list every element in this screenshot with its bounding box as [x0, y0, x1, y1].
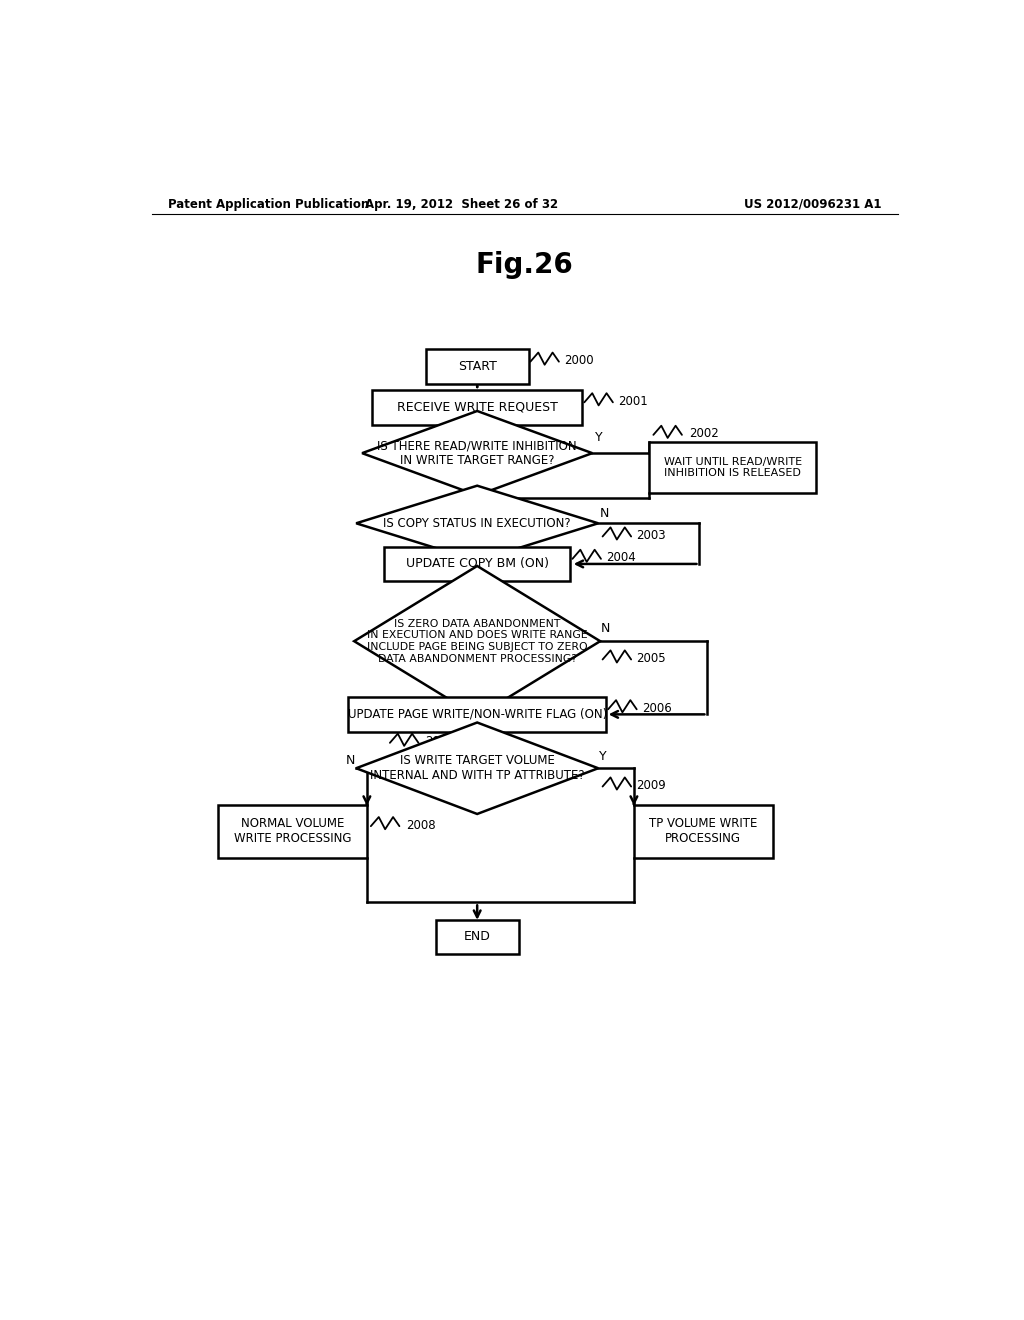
Polygon shape — [354, 566, 600, 717]
Text: US 2012/0096231 A1: US 2012/0096231 A1 — [744, 198, 882, 211]
Text: N: N — [599, 507, 609, 520]
Text: IS ZERO DATA ABANDONMENT
IN EXECUTION AND DOES WRITE RANGE
INCLUDE PAGE BEING SU: IS ZERO DATA ABANDONMENT IN EXECUTION AN… — [367, 619, 588, 664]
Text: 2005: 2005 — [636, 652, 666, 665]
Text: IS THERE READ/WRITE INHIBITION
IN WRITE TARGET RANGE?: IS THERE READ/WRITE INHIBITION IN WRITE … — [378, 440, 577, 467]
Text: 2006: 2006 — [642, 702, 672, 714]
Text: Y: Y — [461, 565, 468, 578]
Text: RECEIVE WRITE REQUEST: RECEIVE WRITE REQUEST — [396, 401, 558, 414]
Text: 2002: 2002 — [689, 428, 719, 441]
Text: UPDATE COPY BM (ON): UPDATE COPY BM (ON) — [406, 557, 549, 570]
FancyBboxPatch shape — [384, 546, 570, 581]
Text: UPDATE PAGE WRITE/NON-WRITE FLAG (ON): UPDATE PAGE WRITE/NON-WRITE FLAG (ON) — [347, 708, 607, 721]
FancyBboxPatch shape — [649, 442, 816, 492]
Text: Fig.26: Fig.26 — [476, 251, 573, 279]
FancyBboxPatch shape — [426, 350, 528, 384]
Text: WAIT UNTIL READ/WRITE
INHIBITION IS RELEASED: WAIT UNTIL READ/WRITE INHIBITION IS RELE… — [664, 457, 802, 478]
Text: 2001: 2001 — [618, 395, 648, 408]
FancyBboxPatch shape — [348, 697, 606, 731]
Polygon shape — [362, 411, 592, 495]
Text: TP VOLUME WRITE
PROCESSING: TP VOLUME WRITE PROCESSING — [649, 817, 758, 845]
Polygon shape — [356, 722, 598, 814]
Text: 2000: 2000 — [564, 354, 594, 367]
Text: END: END — [464, 931, 490, 944]
Text: IS WRITE TARGET VOLUME
INTERNAL AND WITH TP ATTRIBUTE?: IS WRITE TARGET VOLUME INTERNAL AND WITH… — [370, 754, 585, 783]
Text: 2008: 2008 — [407, 818, 436, 832]
Text: Patent Application Publication: Patent Application Publication — [168, 198, 369, 211]
Text: Apr. 19, 2012  Sheet 26 of 32: Apr. 19, 2012 Sheet 26 of 32 — [365, 198, 558, 211]
FancyBboxPatch shape — [435, 920, 519, 954]
Text: Y: Y — [595, 432, 602, 445]
Text: 2004: 2004 — [606, 552, 636, 565]
Text: IS COPY STATUS IN EXECUTION?: IS COPY STATUS IN EXECUTION? — [383, 517, 571, 529]
FancyBboxPatch shape — [634, 805, 773, 858]
Text: 2003: 2003 — [636, 529, 666, 543]
Polygon shape — [356, 486, 598, 561]
Text: NORMAL VOLUME
WRITE PROCESSING: NORMAL VOLUME WRITE PROCESSING — [233, 817, 351, 845]
Text: 2007: 2007 — [426, 735, 456, 748]
FancyBboxPatch shape — [372, 391, 583, 425]
Text: N: N — [345, 754, 355, 767]
Text: START: START — [458, 360, 497, 374]
Text: 2009: 2009 — [636, 779, 666, 792]
Text: Y: Y — [461, 722, 468, 735]
Text: N: N — [460, 499, 469, 512]
Text: Y: Y — [599, 750, 607, 763]
FancyBboxPatch shape — [218, 805, 367, 858]
Text: N: N — [601, 623, 610, 635]
